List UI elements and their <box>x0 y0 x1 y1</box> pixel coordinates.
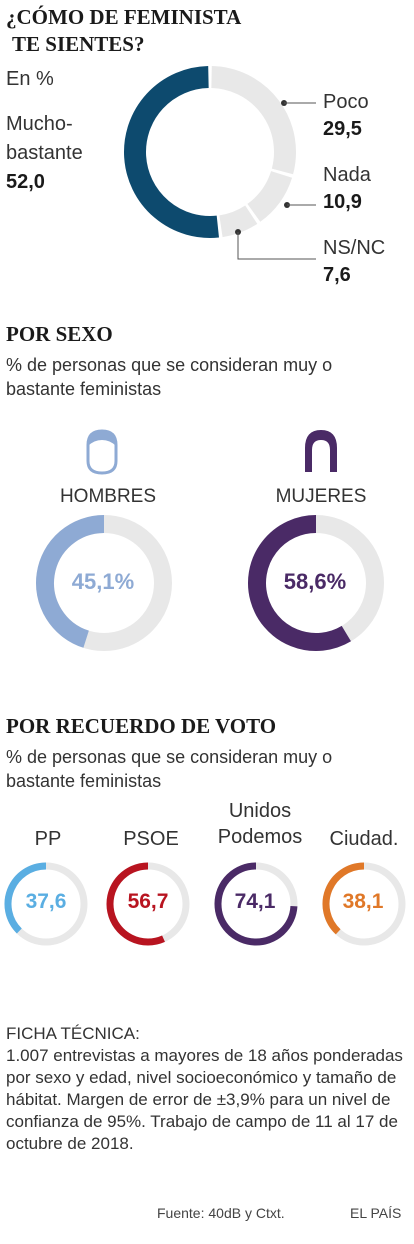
ficha-heading: FICHA TÉCNICA: <box>6 1024 140 1043</box>
value-pp: 37,6 <box>25 890 67 913</box>
value-psoe: 56,7 <box>127 890 169 913</box>
source-note: Fuente: 40dB y Ctxt. <box>157 1205 285 1221</box>
unit-label: En % <box>6 68 54 90</box>
value-mujeres: 58,6% <box>283 569 347 594</box>
section-title-voto: POR RECUERDO DE VOTO <box>6 714 277 738</box>
slice-poco <box>210 66 296 175</box>
ring-pp-arc <box>4 862 47 934</box>
value-up: 74,1 <box>234 890 276 913</box>
label-nada: Nada <box>323 164 371 186</box>
subtitle-voto: % de personas que se consideran muy o ba… <box>6 747 333 791</box>
main-title: ¿CÓMO DE FEMINISTA TE SIENTES? <box>6 4 306 58</box>
ring-up-arc <box>214 862 298 946</box>
subtitle-sexo: % de personas que se consideran muy o ba… <box>6 355 333 399</box>
value-nada: 10,9 <box>323 191 362 213</box>
woman-icon <box>305 430 337 472</box>
label-mucho-line2: bastante <box>6 142 83 164</box>
ficha-text: 1.007 entrevistas a mayores de 18 años p… <box>6 1046 403 1153</box>
label-mucho-line1: Mucho- <box>6 113 73 135</box>
ring-mujeres-arc <box>248 515 351 651</box>
man-icon <box>86 429 118 475</box>
leader-line-nsnc <box>237 232 316 260</box>
slice-mucho-bastante <box>124 66 219 238</box>
value-mucho: 52,0 <box>6 171 45 193</box>
label-cs: Ciudad. <box>329 828 399 850</box>
ring-psoe-arc <box>106 862 165 946</box>
ring-cs-arc <box>322 862 365 935</box>
slice-nsnc <box>218 205 258 238</box>
value-hombres: 45,1% <box>71 569 135 594</box>
value-cs: 38,1 <box>342 890 384 913</box>
ficha-tecnica: FICHA TÉCNICA: 1.007 entrevistas a mayor… <box>6 1023 408 1155</box>
title-line-1: ¿CÓMO DE FEMINISTA <box>6 5 242 29</box>
slice-nada <box>247 170 293 222</box>
label-up-line1: Unidos <box>228 800 292 822</box>
label-hombres: HOMBRES <box>59 486 157 507</box>
brand-logo: EL PAÍS <box>350 1205 402 1221</box>
ring-hombres-arc <box>36 515 105 648</box>
label-pp: PP <box>34 828 62 850</box>
value-poco: 29,5 <box>323 118 362 140</box>
title-line-2: TE SIENTES? <box>12 32 145 56</box>
label-mujeres: MUJERES <box>275 486 367 507</box>
label-nsnc: NS/NC <box>323 237 386 259</box>
label-up-line2: Podemos <box>217 826 303 848</box>
label-psoe: PSOE <box>123 828 179 850</box>
label-poco: Poco <box>323 91 369 113</box>
section-title-sexo: POR SEXO <box>6 322 113 346</box>
value-nsnc: 7,6 <box>323 264 351 286</box>
